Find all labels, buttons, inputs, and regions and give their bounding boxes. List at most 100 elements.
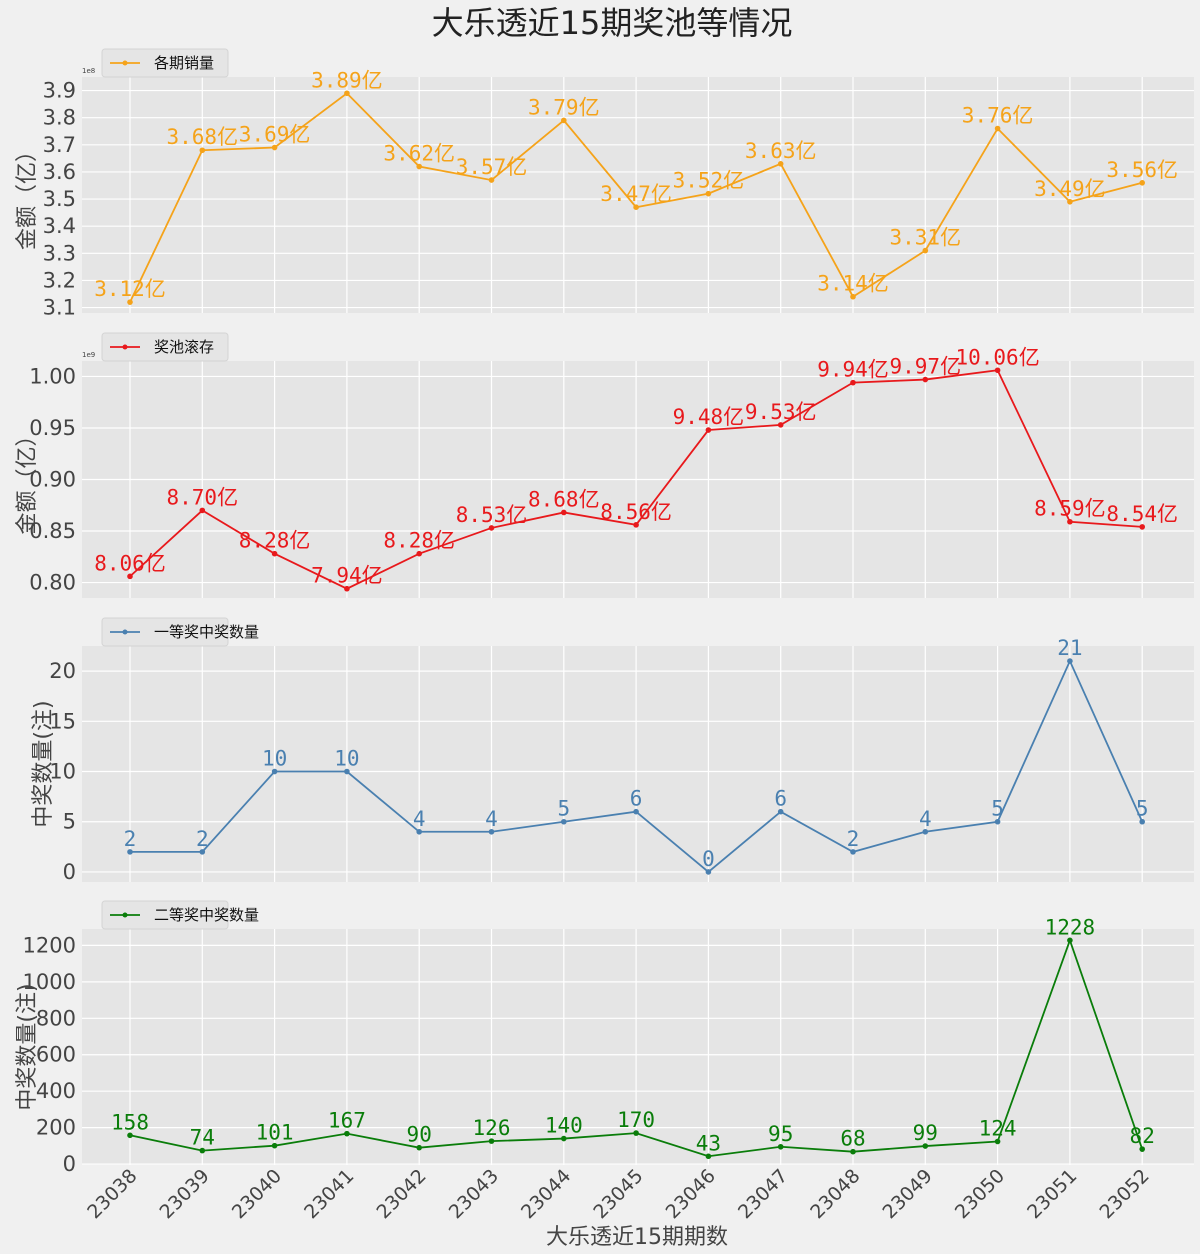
data-point [922,828,929,835]
data-point [344,585,350,592]
data-label: 8.56亿 [600,500,672,524]
y-tick-label: 3.4 [43,214,76,238]
plot-area [82,929,1194,1165]
chart-panel-3: 0 5 10 15 20 中奖数量(注) 2 2 10 10 4 4 5 6 0 6 2 4 5 21 5 一等奖中奖数量 [31,617,1194,884]
x-axis-label: 大乐透近15期期数 [546,1225,728,1250]
data-point [1139,179,1145,186]
y-tick-label: 200 [36,1116,76,1140]
data-label: 5 [991,797,1004,821]
data-point [994,818,1001,825]
data-label: 5 [557,797,570,821]
chart-panel-1: 3.1 3.2 3.3 3.4 3.5 3.6 3.7 3.8 3.9 1e8 金额（亿） 3.12亿… [15,48,1194,320]
data-point [994,125,1001,132]
y-tick-label: 3.8 [43,106,76,130]
chart-title: 大乐透近15期奖池等情况 [432,4,793,42]
legend-marker [122,344,128,350]
x-tick-label: 23048 [806,1165,864,1223]
data-point [488,1138,495,1144]
data-point [271,1142,278,1149]
data-point [127,573,133,580]
data-point [633,1130,639,1136]
chart-panel-4: 0 200 400 600 800 1000 1200 中奖数量(注) 158 74 101 167 9… [15,900,1194,1223]
data-label: 1228 [1045,915,1096,939]
y-tick-label: 0.85 [29,519,76,543]
data-label: 8.28亿 [383,529,455,553]
data-point [1139,1146,1145,1152]
data-label: 5 [1136,797,1149,821]
data-point [271,768,278,775]
data-point [922,247,929,254]
x-tick-label: 23051 [1023,1165,1081,1223]
x-tick-label: 23039 [156,1165,214,1223]
x-tick-label: 23043 [445,1165,503,1223]
plot-area [82,77,1194,313]
y-tick-label: 3.1 [43,296,76,320]
y-tick-label: 800 [36,1006,76,1030]
y-tick-label: 0 [63,860,76,884]
plot-area [82,646,1194,882]
data-point [705,869,712,875]
data-point [705,427,712,433]
data-label: 167 [328,1109,366,1133]
data-label: 8.59亿 [1034,497,1106,521]
data-label: 140 [545,1114,583,1138]
data-label: 101 [256,1121,294,1145]
y-tick-label: 1000 [23,970,76,994]
data-label: 8.70亿 [167,485,239,509]
data-point [344,1130,350,1137]
data-point [1067,937,1073,944]
data-label: 3.47亿 [600,182,672,206]
data-label: 3.57亿 [456,155,528,179]
y-tick-label: 1200 [23,933,76,957]
data-label: 43 [696,1131,721,1155]
data-label: 10 [262,747,287,771]
legend-marker [122,629,128,635]
y-tick-label: 3.9 [43,79,76,103]
data-point [1139,818,1145,825]
data-point [561,117,567,124]
data-label: 124 [979,1116,1017,1140]
y-tick-label: 20 [49,659,76,683]
data-point [127,1132,133,1139]
data-label: 170 [617,1108,655,1132]
data-label: 9.97亿 [890,355,962,379]
data-label: 0 [702,847,715,871]
legend-box [101,617,229,647]
data-point [777,161,784,167]
y-axis-label: 金额（亿） [15,140,40,250]
y-tick-label: 3.7 [43,133,76,157]
data-point [850,849,856,855]
data-point [777,422,784,428]
data-point [127,299,133,305]
y-tick-label: 15 [49,709,76,733]
data-point [199,849,206,855]
data-point [994,367,1001,374]
y-tick-label: 600 [36,1043,76,1067]
data-point [777,1143,784,1150]
data-point [416,550,423,557]
data-label: 95 [768,1122,793,1146]
legend-marker [122,60,128,66]
data-label: 4 [919,807,932,831]
data-point [271,550,278,557]
y-tick-label: 3.2 [43,268,76,292]
data-point [633,522,639,528]
x-tick-label: 23046 [662,1165,720,1223]
data-point [1067,658,1073,664]
data-label: 9.53亿 [745,400,817,424]
data-point [850,293,856,300]
data-point [561,509,567,516]
y-tick-label: 0.80 [29,571,76,595]
data-point [344,768,350,775]
y-axis-label: 金额（亿） [15,424,40,534]
legend-box [101,48,229,78]
data-label: 8.28亿 [239,529,311,553]
data-point [922,1143,929,1149]
data-label: 6 [630,787,643,811]
data-label: 8.54亿 [1106,502,1178,526]
x-tick-label: 23041 [300,1165,358,1223]
data-label: 9.94亿 [817,358,889,382]
legend-box [101,332,229,362]
y-tick-label: 3.5 [43,187,76,211]
